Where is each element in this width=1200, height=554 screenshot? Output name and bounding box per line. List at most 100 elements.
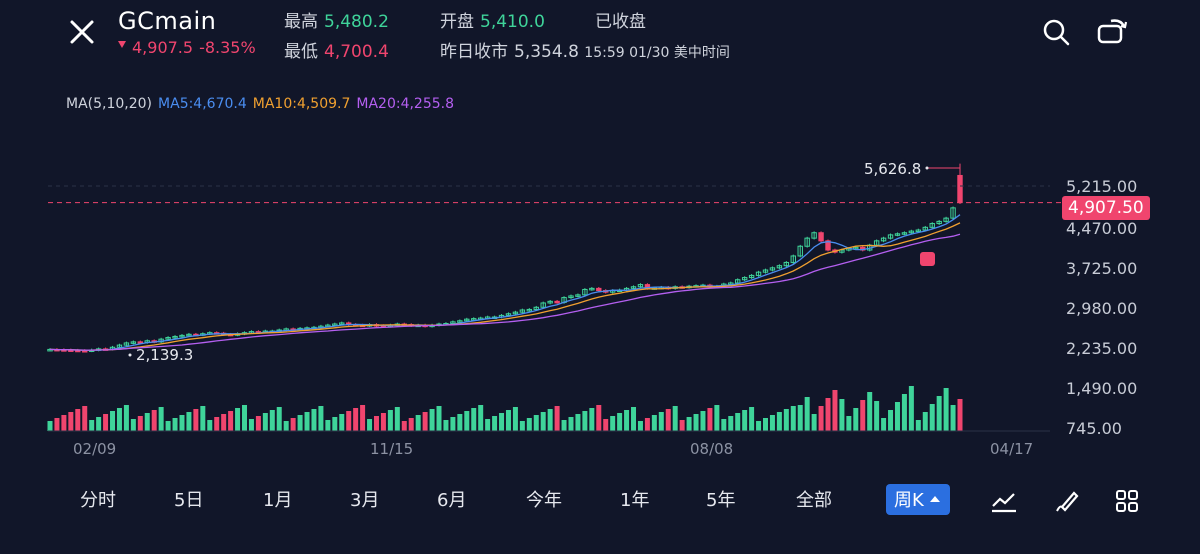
volume-bar [603,419,609,431]
volume-bar [922,412,928,431]
candle-body [887,234,894,239]
tab-3m[interactable]: 3月 [350,490,380,511]
volume-bar [735,413,741,431]
ma5-line [49,214,961,351]
volume-bar [665,409,671,431]
volume-bar [214,417,220,431]
tab-intraday[interactable]: 分时 [80,490,116,511]
volume-bar [373,416,379,431]
volume-bar [797,405,803,431]
tab-6m[interactable]: 6月 [437,490,467,511]
volume-bar [137,416,143,431]
volume-bar [89,420,95,431]
volume-bar [151,410,157,431]
candle-body [790,255,796,263]
volume-tick: 1,490.00 [1066,379,1138,398]
max-annotation-dot [925,166,929,170]
candle-body [943,217,949,222]
volume-bar [207,420,213,431]
volume-bar [68,412,74,431]
grid-menu-icon[interactable] [1114,488,1140,514]
volume-bar [742,410,748,431]
open-label: 开盘 [440,12,474,32]
candle-body [554,300,560,304]
volume-bar [610,416,616,431]
candlestick-chart[interactable] [0,0,1200,470]
tab-5y[interactable]: 5年 [706,490,736,511]
candle-body [526,308,533,312]
candle-body [818,232,824,242]
volume-bar [478,405,484,431]
volume-tick: 745.00 [1066,419,1122,438]
volume-bar [346,411,352,431]
volume-bar [943,388,949,431]
volume-bar [311,409,317,431]
tab-1m[interactable]: 1月 [263,490,293,511]
ma10-line [49,222,961,351]
low-stat: 最低 4,700.4 [284,37,389,62]
volume-bar [568,417,574,431]
volume-bar [818,406,824,431]
candle-body [512,311,519,315]
volume-bar [262,413,268,431]
volume-bar [193,409,199,431]
candle-body [748,274,755,279]
high-stat: 最高 5,480.2 [284,7,389,32]
indicator-icon[interactable] [990,488,1018,514]
volume-bar [47,421,53,431]
volume-bar [846,416,852,431]
volume-bar [450,417,456,431]
volume-bar [387,410,393,431]
candle-body [825,240,831,251]
candle-body [568,295,574,299]
volume-bar [200,406,206,431]
volume-bar [957,399,963,431]
volume-bar [75,409,81,431]
volume-bar [617,413,623,431]
tab-all[interactable]: 全部 [796,490,832,511]
volume-bar [790,406,796,431]
close-icon[interactable] [66,16,98,48]
y-tick: 2,980.00 [1066,299,1138,318]
tab-5d[interactable]: 5日 [174,490,204,511]
rotate-screen-icon[interactable] [1095,15,1129,47]
volume-bar [471,408,477,431]
volume-bar [540,412,546,431]
volume-bar [276,407,282,431]
volume-bar [874,401,880,431]
volume-bar [526,418,532,431]
volume-bar [624,410,630,431]
volume-bar [186,412,192,431]
volume-bar [728,416,734,431]
volume-bar [631,407,637,431]
volume-bar [269,410,275,431]
volume-bar [762,418,768,431]
volume-bar [255,416,261,431]
candle-body [894,233,901,236]
volume-bar [867,392,873,431]
volume-bar [714,405,720,431]
volume-bar [158,407,164,431]
ma20-value: MA20:4,255.8 [356,96,454,112]
candle-body [950,207,956,219]
volume-bar [116,408,122,431]
candle-body [783,261,790,267]
candle-body [915,229,922,233]
volume-bar [756,421,762,431]
volume-bar [658,412,664,431]
volume-bar [401,421,407,431]
tab-weekly-k[interactable]: 周K [886,484,950,515]
ma-label: MA(5,10,20) [66,96,153,112]
open-stat: 开盘 5,410.0 [440,7,545,32]
volume-bar [915,420,921,431]
ma10-value: MA10:4,509.7 [252,96,351,112]
search-icon[interactable] [1041,17,1071,47]
volume-bar [547,409,553,431]
min-annotation-dot [128,353,132,357]
volume-bar [429,409,435,431]
volume-bar [881,418,887,431]
draw-pen-icon[interactable] [1054,487,1082,515]
candle-body [547,300,553,304]
tab-1y[interactable]: 1年 [620,490,650,511]
tab-ytd[interactable]: 今年 [526,490,562,511]
